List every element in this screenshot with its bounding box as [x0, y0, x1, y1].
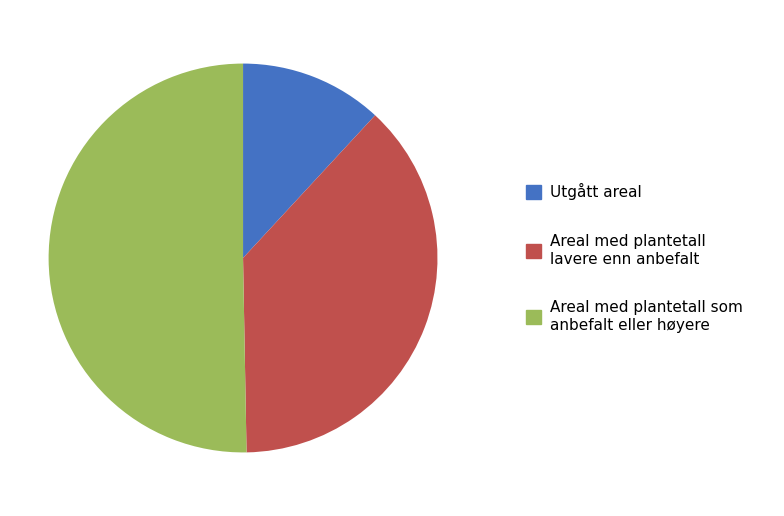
Legend: Utgått areal, Areal med plantetall
lavere enn anbefalt, Areal med plantetall som: Utgått areal, Areal med plantetall laver… [518, 176, 750, 340]
Wedge shape [243, 115, 437, 453]
Wedge shape [243, 63, 375, 258]
Wedge shape [49, 63, 246, 453]
